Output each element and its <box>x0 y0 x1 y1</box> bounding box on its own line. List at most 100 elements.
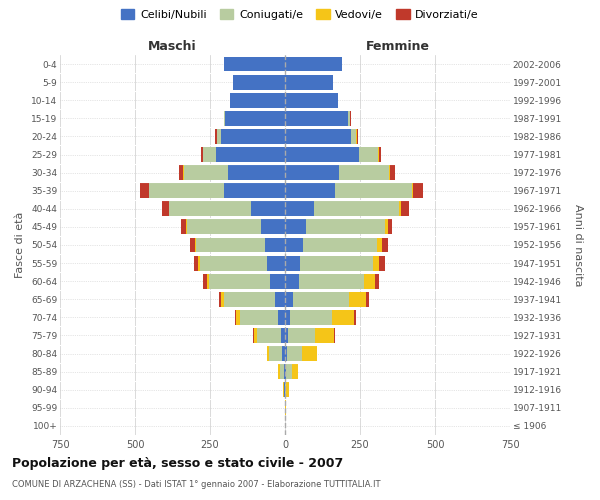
Bar <box>149 184 223 198</box>
Bar <box>348 111 350 126</box>
Bar <box>281 328 285 343</box>
Bar <box>284 382 285 397</box>
Bar <box>198 256 199 270</box>
Bar <box>286 382 289 397</box>
Bar <box>179 165 184 180</box>
Bar <box>196 238 265 252</box>
Bar <box>230 93 285 108</box>
Bar <box>223 184 285 198</box>
Bar <box>221 292 223 306</box>
Bar <box>285 147 359 162</box>
Bar <box>240 310 277 325</box>
Bar <box>285 202 314 216</box>
Bar <box>335 184 412 198</box>
Bar <box>233 74 285 90</box>
Bar <box>251 202 285 216</box>
Bar <box>287 346 302 361</box>
Bar <box>293 292 349 306</box>
Text: Popolazione per età, sesso e stato civile - 2007: Popolazione per età, sesso e stato civil… <box>12 458 343 470</box>
Bar <box>270 274 285 288</box>
Bar <box>253 328 254 343</box>
Bar <box>379 147 381 162</box>
Bar <box>339 165 389 180</box>
Bar <box>285 220 306 234</box>
Bar <box>285 256 300 270</box>
Bar <box>162 202 169 216</box>
Bar <box>254 328 257 343</box>
Bar <box>224 111 225 126</box>
Bar <box>391 165 395 180</box>
Bar <box>278 364 280 379</box>
Bar <box>334 328 335 343</box>
Bar <box>373 256 379 270</box>
Bar <box>286 364 292 379</box>
Bar <box>382 238 388 252</box>
Bar <box>181 220 186 234</box>
Bar <box>285 74 333 90</box>
Bar <box>356 129 358 144</box>
Bar <box>306 220 385 234</box>
Bar <box>351 129 356 144</box>
Bar <box>267 346 269 361</box>
Bar <box>288 328 315 343</box>
Bar <box>277 310 285 325</box>
Bar <box>228 165 285 180</box>
Text: Maschi: Maschi <box>148 40 197 53</box>
Bar <box>235 310 236 325</box>
Bar <box>285 184 335 198</box>
Y-axis label: Anni di nascita: Anni di nascita <box>573 204 583 286</box>
Bar <box>280 364 284 379</box>
Bar <box>401 202 409 216</box>
Bar <box>412 184 413 198</box>
Bar <box>399 202 401 216</box>
Y-axis label: Fasce di età: Fasce di età <box>16 212 25 278</box>
Bar <box>169 202 251 216</box>
Bar <box>193 256 198 270</box>
Bar <box>187 220 261 234</box>
Bar <box>366 292 369 306</box>
Bar <box>285 364 286 379</box>
Bar <box>186 220 187 234</box>
Bar <box>284 364 285 379</box>
Bar <box>184 165 228 180</box>
Bar <box>283 382 284 397</box>
Bar <box>413 184 423 198</box>
Bar <box>282 346 285 361</box>
Bar <box>216 147 285 162</box>
Bar <box>190 238 196 252</box>
Bar <box>389 165 390 180</box>
Bar <box>224 56 285 72</box>
Bar <box>285 56 342 72</box>
Bar <box>359 147 378 162</box>
Bar <box>285 165 339 180</box>
Bar <box>236 310 240 325</box>
Bar <box>225 111 285 126</box>
Bar <box>290 310 332 325</box>
Bar <box>275 292 285 306</box>
Bar <box>285 310 290 325</box>
Bar <box>201 147 203 162</box>
Bar <box>215 129 217 144</box>
Bar <box>203 274 206 288</box>
Bar <box>221 129 285 144</box>
Bar <box>223 292 275 306</box>
Bar <box>285 129 351 144</box>
Bar <box>285 274 299 288</box>
Bar <box>209 274 270 288</box>
Bar <box>257 328 281 343</box>
Bar <box>300 256 373 270</box>
Bar <box>349 292 366 306</box>
Bar <box>377 238 382 252</box>
Bar <box>285 292 293 306</box>
Bar <box>354 310 355 325</box>
Bar <box>285 328 288 343</box>
Bar <box>332 310 354 325</box>
Bar <box>303 238 377 252</box>
Bar <box>385 220 388 234</box>
Bar <box>285 346 287 361</box>
Bar <box>285 238 303 252</box>
Bar <box>314 202 399 216</box>
Text: COMUNE DI ARZACHENA (SS) - Dati ISTAT 1° gennaio 2007 - Elaborazione TUTTITALIA.: COMUNE DI ARZACHENA (SS) - Dati ISTAT 1°… <box>12 480 380 489</box>
Bar <box>261 220 285 234</box>
Bar <box>378 147 379 162</box>
